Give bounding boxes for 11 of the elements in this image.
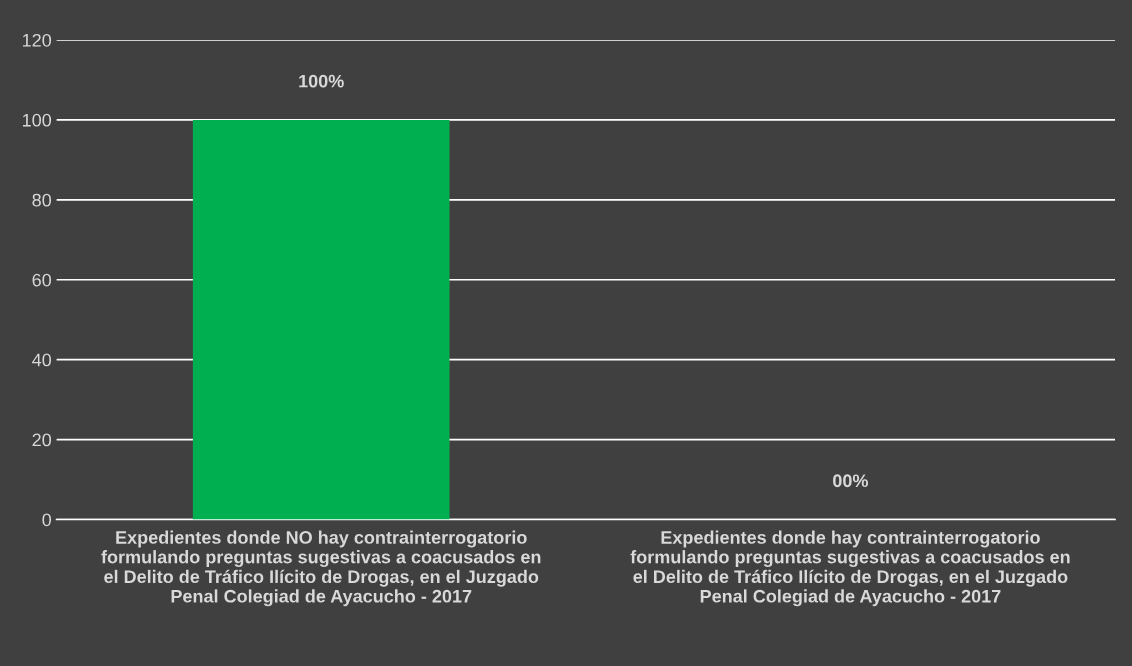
y-tick-label: 40: [32, 353, 52, 367]
y-tick-label: 120: [22, 33, 52, 47]
data-label: 100%: [299, 74, 344, 88]
y-tick-label: 0: [42, 513, 52, 527]
x-tick-label: Expedientes donde hay contrainterrogatorio formulando preguntas sugestivas a coacusados en el Delito de Tráfico Ilícito de Drogas, en el Juzgado Penal Colegiad de Ayacucho - 2017: [630, 530, 1070, 607]
x-tick-label: Expedientes donde NO hay contrainterrogatorio formulando preguntas sugestivas a coacusados en el Delito de Tráfico Ilícito de Drogas, en el Juzgado Penal Colegiad de Ayacucho - 2017: [101, 530, 541, 607]
data-label: 00%: [833, 474, 869, 488]
y-tick-label: 60: [32, 273, 52, 287]
y-tick-label: 20: [32, 433, 52, 447]
y-tick-label: 100: [22, 113, 52, 127]
y-tick-label: 80: [32, 193, 52, 207]
